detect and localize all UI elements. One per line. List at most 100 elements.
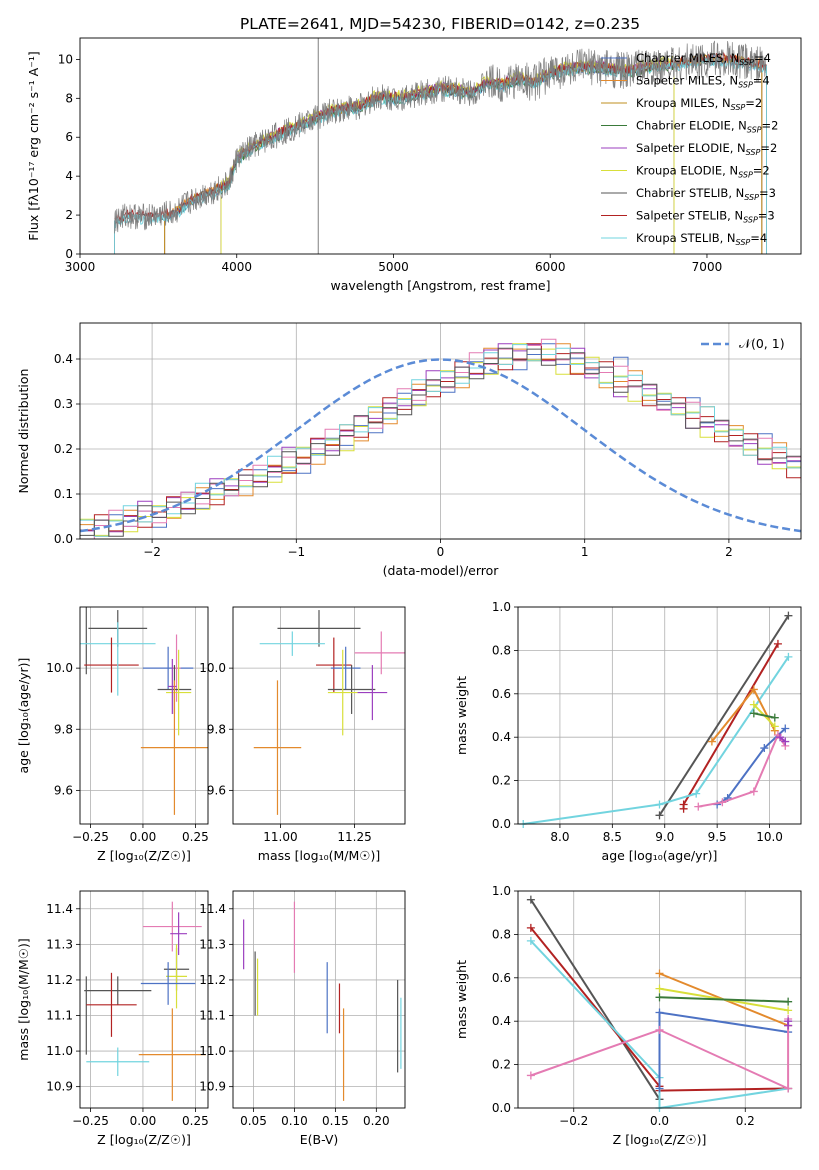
legend-name: Chabrier ELODIE, N xyxy=(636,119,747,133)
y-tick-label: 0.1 xyxy=(54,487,73,501)
y-tick-label: 0.0 xyxy=(492,1101,511,1115)
y-tick-label: 11.4 xyxy=(46,902,73,916)
x-tick-label: 0.10 xyxy=(281,1114,308,1128)
y-tick-label: 9.6 xyxy=(207,783,226,797)
plot-frame xyxy=(79,322,802,540)
y-axis-label: mass [log₁₀(M/M☉)] xyxy=(16,938,31,1060)
panel-ebv-mass: 0.05 0.10 0.15 0.20 10.9 11.0 11.1 11.2 11.3 11.4… xyxy=(199,890,406,1147)
y-tick-label: 0.4 xyxy=(54,352,73,366)
panel-age-weight: 8.0 8.5 9.0 9.5 10.0 0.0 0.2 0.4 0.6 0.8 1.0 age [l… xyxy=(454,600,802,863)
y-tick-label: 0.6 xyxy=(492,971,511,985)
histogram-step xyxy=(80,343,801,533)
panel-spectrum: 3000 4000 5000 6000 7000 0 2 4 6 8 10 wavelength [A… xyxy=(26,37,802,293)
plot-frame xyxy=(232,890,406,1109)
legend-name: Kroupa STELIB, N xyxy=(636,231,736,245)
x-tick-label: 0.0 xyxy=(650,1114,669,1128)
x-axis-label: (data-model)/error xyxy=(383,563,500,578)
legend-name: Kroupa MILES, N xyxy=(636,96,731,110)
legend-sub: SSP xyxy=(736,238,751,247)
y-tick-label: 4 xyxy=(65,169,73,183)
y-tick-label: 0.2 xyxy=(492,774,511,788)
legend-name: Kroupa ELODIE, N xyxy=(636,164,738,178)
legend-suffix: =2 xyxy=(753,164,770,178)
weight-line xyxy=(658,615,790,816)
gaussian-curve xyxy=(79,358,802,533)
y-tick-label: 11.1 xyxy=(46,1009,73,1023)
y-tick-label: 11.3 xyxy=(199,937,226,951)
y-tick-label: 2 xyxy=(65,208,73,222)
y-tick-label: 10.9 xyxy=(46,1080,73,1094)
x-tick-label: 0.2 xyxy=(736,1114,755,1128)
legend-suffix: =4 xyxy=(753,74,770,88)
y-tick-label: 11.4 xyxy=(199,902,226,916)
weight-marker xyxy=(679,800,688,809)
histogram-step xyxy=(80,343,801,537)
legend-sub: SSP xyxy=(739,58,754,67)
weight-marker xyxy=(692,789,701,798)
x-axis-label: wavelength [Angstrom, rest frame] xyxy=(330,278,550,293)
x-tick-label: 3000 xyxy=(65,260,96,274)
weight-marker xyxy=(770,722,779,731)
y-tick-label: 0.6 xyxy=(492,687,511,701)
legend-suffix: =2 xyxy=(745,96,762,110)
x-tick-label: 10.0 xyxy=(756,830,783,844)
x-tick-label: 8.5 xyxy=(603,830,622,844)
weight-marker xyxy=(784,1006,793,1015)
y-tick-label: 9.6 xyxy=(54,783,73,797)
weight-marker xyxy=(718,798,727,807)
x-tick-label: 0.25 xyxy=(182,1114,209,1128)
legend-name: Salpeter MILES, N xyxy=(636,74,738,88)
y-tick-label: 6 xyxy=(65,130,73,144)
x-tick-label: 6000 xyxy=(535,260,566,274)
legend-sub: SSP xyxy=(738,171,753,180)
x-tick-label: 7000 xyxy=(692,260,723,274)
legend-label: Kroupa STELIB, NSSP=4 xyxy=(636,231,767,247)
weight-marker xyxy=(749,787,758,796)
legend-suffix: =3 xyxy=(759,186,776,200)
x-tick-label: −0.2 xyxy=(559,1114,588,1128)
weight-line xyxy=(659,996,789,1003)
x-tick-label: 0.15 xyxy=(322,1114,349,1128)
legend-sub: SSP xyxy=(731,103,746,112)
legend-label: Salpeter ELODIE, NSSP=2 xyxy=(636,141,777,157)
x-tick-label: 0.00 xyxy=(130,1114,157,1128)
x-tick-label: −1 xyxy=(287,545,305,559)
weight-line xyxy=(658,1011,789,1089)
weight-marker xyxy=(784,611,793,620)
legend-suffix: =2 xyxy=(760,141,777,155)
legend-sub: SSP xyxy=(747,126,762,135)
weight-marker xyxy=(526,923,535,932)
weight-marker xyxy=(655,993,664,1002)
legend-label: Salpeter MILES, NSSP=4 xyxy=(636,74,770,90)
x-axis-label: Z [log₁₀(Z/Z☉)] xyxy=(97,848,191,863)
x-tick-label: 11.25 xyxy=(337,830,371,844)
weight-line xyxy=(530,1019,790,1091)
legend-label: Chabrier STELIB, NSSP=3 xyxy=(636,186,776,202)
x-tick-label: 0.20 xyxy=(363,1114,390,1128)
weight-marker xyxy=(776,733,785,742)
y-tick-label: 11.1 xyxy=(199,1009,226,1023)
histogram-step xyxy=(80,344,801,537)
y-tick-label: 10.9 xyxy=(199,1080,226,1094)
plot-frame xyxy=(232,606,406,825)
y-tick-label: 0 xyxy=(65,247,73,261)
legend-label: Chabrier MILES, NSSP=4 xyxy=(636,51,771,67)
weight-marker xyxy=(655,1008,664,1017)
panel-z-mass: −0.25 0.00 0.25 10.9 11.0 11.1 11.2 11.3 11.4 Z [… xyxy=(16,890,209,1147)
weight-marker xyxy=(707,737,716,746)
weight-marker xyxy=(781,724,790,733)
weight-marker xyxy=(749,700,758,709)
plot-frame xyxy=(517,890,802,1109)
panel-z-age: −0.25 0.00 0.25 9.6 9.8 10.0 Z [log₁₀(Z/Z☉)] ag… xyxy=(16,606,209,863)
y-tick-label: 9.8 xyxy=(54,722,73,736)
plot-frame xyxy=(517,606,802,825)
x-tick-label: 8.0 xyxy=(550,830,569,844)
weight-line xyxy=(523,656,790,825)
weight-marker xyxy=(773,639,782,648)
y-tick-label: 10.0 xyxy=(199,661,226,675)
plot-frame xyxy=(79,606,209,825)
y-tick-label: 11.0 xyxy=(46,1044,73,1058)
legend-sub: SSP xyxy=(738,81,753,90)
weight-marker xyxy=(526,895,535,904)
legend-name: Chabrier STELIB, N xyxy=(636,186,744,200)
